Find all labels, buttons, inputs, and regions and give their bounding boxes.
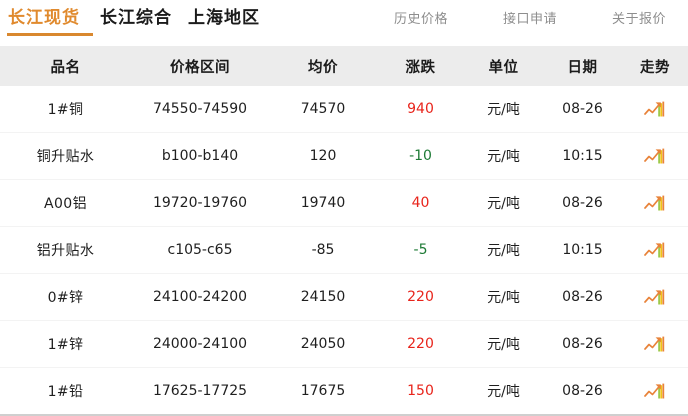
trend-up-icon[interactable] (644, 195, 666, 211)
cell-unit: 元/吨 (464, 226, 543, 274)
cell-price-range: b100-b140 (131, 132, 269, 180)
column-header-trend: 走势 (622, 46, 688, 86)
cell-change: 40 (377, 179, 464, 227)
cell-unit: 元/吨 (464, 132, 543, 180)
region-label: 上海地区 (188, 8, 260, 28)
cell-change: -10 (377, 132, 464, 180)
column-header-change: 涨跌 (377, 46, 464, 86)
cell-date: 08-26 (543, 367, 622, 416)
cell-date: 08-26 (543, 320, 622, 368)
tab-changjiang-spot[interactable]: 长江现货 (7, 8, 93, 36)
cell-product-name: 1#铜 (0, 86, 131, 133)
price-table-head: 品名 价格区间 均价 涨跌 单位 日期 走势 (0, 46, 688, 86)
cell-change: 150 (377, 367, 464, 416)
trend-up-icon[interactable] (644, 289, 666, 305)
cell-average-price: 74570 (269, 86, 377, 133)
cell-trend[interactable] (622, 179, 688, 227)
cell-price-range: 74550-74590 (131, 86, 269, 133)
page-header: 长江现货 长江综合 上海地区 历史价格 接口申请 关于报价 (0, 0, 688, 46)
cell-average-price: 19740 (269, 179, 377, 227)
column-header-unit: 单位 (464, 46, 543, 86)
cell-date: 10:15 (543, 132, 622, 180)
cell-price-range: 19720-19760 (131, 179, 269, 227)
active-tab-underline (7, 33, 93, 36)
table-row[interactable]: 1#锌 24000-24100 24050 220 元/吨 08-26 (0, 320, 688, 368)
cell-price-range: 24100-24200 (131, 273, 269, 321)
nav-link-history-price[interactable]: 历史价格 (393, 11, 448, 27)
cell-product-name: 铝升贴水 (0, 226, 131, 274)
nav-link-about-quotation[interactable]: 关于报价 (611, 11, 666, 27)
price-table: 品名 价格区间 均价 涨跌 单位 日期 走势 1#铜 74550-74590 745… (0, 46, 688, 416)
price-table-body: 1#铜 74550-74590 74570 940 元/吨 08-26 铜升贴水 b100-b… (0, 86, 688, 416)
cell-trend[interactable] (622, 320, 688, 368)
page-title: 长江综合 (100, 8, 172, 28)
cell-unit: 元/吨 (464, 367, 543, 416)
cell-average-price: 17675 (269, 367, 377, 416)
cell-trend[interactable] (622, 367, 688, 416)
cell-price-range: c105-c65 (131, 226, 269, 274)
cell-trend[interactable] (622, 226, 688, 274)
trend-up-icon[interactable] (644, 148, 666, 164)
trend-up-icon[interactable] (644, 336, 666, 352)
cell-product-name: 铜升贴水 (0, 132, 131, 180)
table-row[interactable]: A00铝 19720-19760 19740 40 元/吨 08-26 (0, 179, 688, 227)
cell-price-range: 17625-17725 (131, 367, 269, 416)
cell-product-name: A00铝 (0, 179, 131, 227)
cell-product-name: 1#铅 (0, 367, 131, 416)
table-row[interactable]: 铜升贴水 b100-b140 120 -10 元/吨 10:15 (0, 132, 688, 180)
cell-change: 220 (377, 273, 464, 321)
tab-changjiang-spot-label: 长江现货 (8, 8, 80, 28)
nav-link-api-application[interactable]: 接口申请 (502, 11, 557, 27)
cell-average-price: -85 (269, 226, 377, 274)
column-header-name: 品名 (0, 46, 131, 86)
trend-up-icon[interactable] (644, 383, 666, 399)
cell-date: 08-26 (543, 86, 622, 133)
cell-average-price: 24050 (269, 320, 377, 368)
trend-up-icon[interactable] (644, 101, 666, 117)
cell-change: 220 (377, 320, 464, 368)
cell-date: 10:15 (543, 226, 622, 274)
cell-change: 940 (377, 86, 464, 133)
column-header-average: 均价 (269, 46, 377, 86)
table-row[interactable]: 0#锌 24100-24200 24150 220 元/吨 08-26 (0, 273, 688, 321)
cell-price-range: 24000-24100 (131, 320, 269, 368)
column-header-range: 价格区间 (131, 46, 269, 86)
header-left-group: 长江现货 长江综合 上海地区 (0, 10, 260, 36)
cell-date: 08-26 (543, 179, 622, 227)
trend-up-icon[interactable] (644, 242, 666, 258)
cell-product-name: 1#锌 (0, 320, 131, 368)
cell-unit: 元/吨 (464, 86, 543, 133)
cell-average-price: 120 (269, 132, 377, 180)
cell-trend[interactable] (622, 86, 688, 133)
cell-product-name: 0#锌 (0, 273, 131, 321)
cell-unit: 元/吨 (464, 320, 543, 368)
header-nav: 历史价格 接口申请 关于报价 (394, 13, 688, 34)
cell-trend[interactable] (622, 132, 688, 180)
table-row[interactable]: 1#铜 74550-74590 74570 940 元/吨 08-26 (0, 86, 688, 133)
cell-unit: 元/吨 (464, 179, 543, 227)
table-row[interactable]: 铝升贴水 c105-c65 -85 -5 元/吨 10:15 (0, 226, 688, 274)
cell-change: -5 (377, 226, 464, 274)
cell-average-price: 24150 (269, 273, 377, 321)
column-header-date: 日期 (543, 46, 622, 86)
table-row[interactable]: 1#铅 17625-17725 17675 150 元/吨 08-26 (0, 367, 688, 416)
cell-trend[interactable] (622, 273, 688, 321)
table-header-row: 品名 价格区间 均价 涨跌 单位 日期 走势 (0, 46, 688, 86)
cell-unit: 元/吨 (464, 273, 543, 321)
cell-date: 08-26 (543, 273, 622, 321)
